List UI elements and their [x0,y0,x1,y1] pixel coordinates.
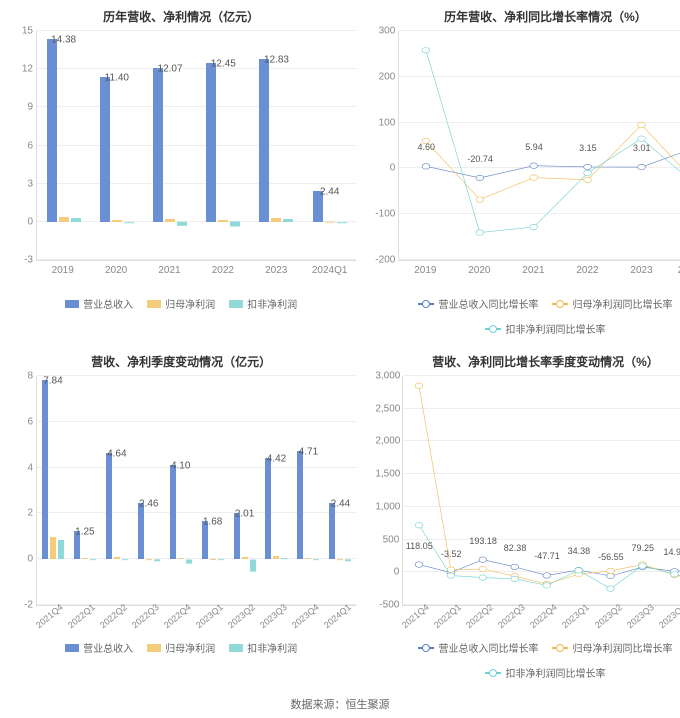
x-tick: 2022 [560,265,614,276]
x-tick: 2022Q1 [66,602,97,630]
value-label: 4.42 [267,454,286,465]
value-label: 1.68 [203,516,222,527]
x-tick: 2023Q3 [258,602,289,630]
chart3-title: 营收、净利季度变动情况（亿元） [6,353,356,370]
legend-item: 扣非净利润同比增长率 [485,321,605,336]
x-tick: 2022Q1 [432,602,463,630]
value-label: 4.71 [299,447,318,458]
value-label: 2.01 [235,509,254,520]
chart4-area: -50005001,0001,5002,0002,5003,000118.05-… [402,376,680,606]
value-label: 1.25 [75,526,94,537]
value-label: 12.83 [264,54,289,65]
value-label: 12.45 [211,59,236,70]
x-tick: 2023Q4 [290,602,321,630]
x-tick: 2022 [196,265,249,276]
x-tick: 2023Q2 [592,602,623,630]
value-label: 3.15 [579,143,597,153]
value-label: 14.38 [51,34,76,45]
chart-grid: 历年营收、净利情况（亿元） -30369121514.3811.4012.071… [0,0,680,690]
legend-item: 归母净利润 [147,640,215,655]
value-label: 2.44 [320,186,339,197]
legend-item: 归母净利润 [147,296,215,311]
chart1-xaxis: 201920202021202220232024Q1 [36,265,356,276]
chart4-legend: 营业总收入同比增长率归母净利润同比增长率扣非净利润同比增长率 [368,640,680,680]
chart1-area: -30369121514.3811.4012.0712.4512.832.44 [36,31,356,261]
value-label: 4.10 [171,461,190,472]
x-tick: 2024Q1 [669,265,680,276]
x-tick: 2023 [250,265,303,276]
chart2-xaxis: 201920202021202220232024Q1 [398,265,680,276]
x-tick: 2022Q4 [528,602,559,630]
value-label: 193.18 [469,536,497,546]
value-label: 11.40 [105,72,129,83]
x-tick: 2022Q2 [98,602,129,630]
chart4-xaxis: 2021Q42022Q12022Q22022Q32022Q42023Q12023… [402,610,680,620]
value-label: 14.95 [663,547,680,557]
chart3-xaxis: 2021Q42022Q12022Q22022Q32022Q42023Q12023… [36,610,356,620]
legend-item: 营业总收入 [65,640,133,655]
value-label: 34.38 [568,546,591,556]
x-tick: 2023Q2 [226,602,257,630]
panel-annual-growth: 历年营收、净利同比增长率情况（%） -200-10001002003004.60… [362,0,680,345]
x-tick: 2023Q1 [194,602,225,630]
x-tick: 2023 [615,265,669,276]
legend-item: 营业总收入同比增长率 [418,296,538,311]
chart3-legend: 营业总收入归母净利润扣非净利润 [6,640,356,655]
value-label: -56.55 [598,552,624,562]
x-tick: 2024Q1 [303,265,356,276]
value-label: -47.71 [534,551,560,561]
x-tick: 2023Q4 [656,602,680,630]
chart2-area: -200-10001002003004.60-20.745.943.153.01… [398,31,680,261]
panel-quarter-growth: 营收、净利同比增长率季度变动情况（%） -50005001,0001,5002,… [362,345,680,690]
legend-item: 扣非净利润同比增长率 [485,665,605,680]
x-tick: 2021Q4 [34,602,65,630]
chart2-legend: 营业总收入同比增长率归母净利润同比增长率扣非净利润同比增长率 [368,296,680,336]
value-label: 118.05 [406,541,433,551]
value-label: -3.52 [441,549,462,559]
x-tick: 2021Q4 [400,602,431,630]
x-tick: 2019 [36,265,89,276]
chart4-title: 营收、净利同比增长率季度变动情况（%） [368,353,680,370]
x-tick: 2020 [452,265,506,276]
x-tick: 2020 [89,265,142,276]
legend-item: 营业总收入 [65,296,133,311]
value-label: -20.74 [467,154,493,164]
value-label: 7.84 [43,375,62,386]
value-label: 4.64 [107,449,126,460]
chart1-legend: 营业总收入归母净利润扣非净利润 [6,296,356,311]
x-tick: 2022Q2 [464,602,495,630]
x-tick: 2022Q3 [130,602,161,630]
legend-item: 归母净利润同比增长率 [552,640,672,655]
value-label: 2.44 [331,499,350,510]
legend-item: 扣非净利润 [229,640,297,655]
value-label: 5.94 [525,142,543,152]
value-label: 3.01 [633,143,651,153]
value-label: 12.07 [158,64,183,75]
legend-item: 扣非净利润 [229,296,297,311]
value-label: 79.25 [632,543,655,553]
chart2-title: 历年营收、净利同比增长率情况（%） [368,8,680,25]
panel-quarter-revenue: 营收、净利季度变动情况（亿元） -2024687.841.254.642.464… [0,345,362,690]
x-tick: 2022Q4 [162,602,193,630]
x-tick: 2023Q1 [560,602,591,630]
x-tick: 2021 [143,265,196,276]
legend-item: 营业总收入同比增长率 [418,640,538,655]
footer-source: 数据来源：恒生聚源 [0,690,680,718]
chart1-title: 历年营收、净利情况（亿元） [6,8,356,25]
x-tick: 2021 [506,265,560,276]
chart3-area: -2024687.841.254.642.464.101.682.014.424… [36,376,356,606]
x-tick: 2024Q1 [322,602,353,630]
value-label: 2.46 [139,498,158,509]
value-label: 82.38 [504,543,527,553]
value-label: 4.60 [417,142,435,152]
x-tick: 2019 [398,265,452,276]
x-tick: 2023Q3 [624,602,655,630]
x-tick: 2022Q3 [496,602,527,630]
panel-annual-revenue: 历年营收、净利情况（亿元） -30369121514.3811.4012.071… [0,0,362,345]
legend-item: 归母净利润同比增长率 [552,296,672,311]
